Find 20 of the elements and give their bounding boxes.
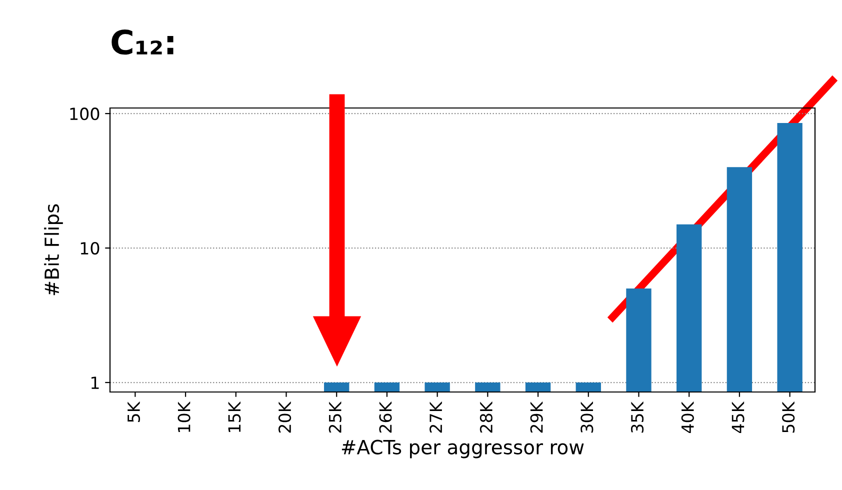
y-tick-label: 1 xyxy=(92,376,99,389)
x-tick-label: 26K xyxy=(379,401,392,433)
x-tick-label: 28K xyxy=(480,401,493,433)
y-tick-label: 100 xyxy=(70,108,100,120)
x-tick-label: 35K xyxy=(630,401,644,433)
x-tick-label: 20K xyxy=(278,401,292,433)
x-tick-label: 30K xyxy=(580,401,594,433)
x-tick-label: 15K xyxy=(228,401,241,432)
x-tick-label: 50K xyxy=(782,401,795,433)
x-tick-label: 25K xyxy=(328,401,342,433)
x-tick-label: 10K xyxy=(178,401,190,432)
x-tick-label: 45K xyxy=(732,401,744,434)
x-axis-title: #ACTs per aggressor row xyxy=(342,440,584,458)
x-tick-label: 29K xyxy=(530,401,543,433)
x-tick-label: 5K xyxy=(128,401,140,422)
y-axis-title: #Bit Flips xyxy=(44,204,63,296)
x-tick-label: 27K xyxy=(430,401,442,433)
y-tick-label: 10 xyxy=(80,242,100,255)
x-tick-label: 40K xyxy=(681,401,694,434)
chart-title: C₁₂: xyxy=(112,29,174,55)
